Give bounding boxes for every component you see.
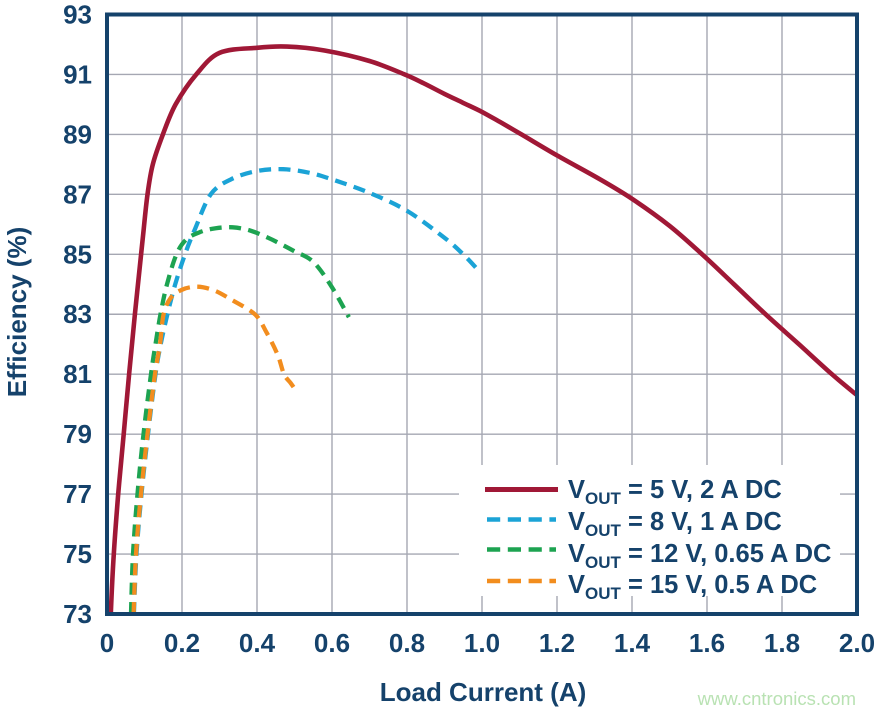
svg-text:VOUT = 8 V, 1 A DC: VOUT = 8 V, 1 A DC [568, 508, 782, 540]
svg-text:85: 85 [63, 239, 92, 269]
svg-text:75: 75 [63, 539, 92, 569]
svg-text:www.cntronics.com: www.cntronics.com [697, 688, 856, 709]
svg-text:0.4: 0.4 [239, 628, 276, 658]
svg-text:89: 89 [63, 119, 92, 149]
svg-text:79: 79 [63, 419, 92, 449]
svg-text:83: 83 [63, 299, 92, 329]
svg-text:93: 93 [63, 0, 92, 30]
svg-text:1.6: 1.6 [689, 628, 725, 658]
svg-text:1.0: 1.0 [464, 628, 500, 658]
svg-text:0.2: 0.2 [164, 628, 200, 658]
svg-text:VOUT = 12 V, 0.65 A DC: VOUT = 12 V, 0.65 A DC [568, 540, 831, 572]
svg-text:2.0: 2.0 [839, 628, 875, 658]
svg-text:0: 0 [100, 628, 114, 658]
svg-text:73: 73 [63, 599, 92, 629]
svg-text:VOUT = 5 V, 2 A DC: VOUT = 5 V, 2 A DC [568, 476, 782, 508]
svg-text:Efficiency (%): Efficiency (%) [2, 227, 32, 398]
svg-text:87: 87 [63, 179, 92, 209]
svg-text:1.4: 1.4 [614, 628, 651, 658]
svg-text:VOUT = 15 V, 0.5 A DC: VOUT = 15 V, 0.5 A DC [568, 571, 817, 603]
svg-text:Load Current (A): Load Current (A) [380, 677, 587, 707]
svg-text:81: 81 [63, 359, 92, 389]
svg-text:1.8: 1.8 [764, 628, 800, 658]
svg-text:1.2: 1.2 [539, 628, 575, 658]
svg-text:0.8: 0.8 [389, 628, 425, 658]
svg-text:91: 91 [63, 60, 92, 90]
svg-text:77: 77 [63, 479, 92, 509]
svg-text:0.6: 0.6 [314, 628, 350, 658]
